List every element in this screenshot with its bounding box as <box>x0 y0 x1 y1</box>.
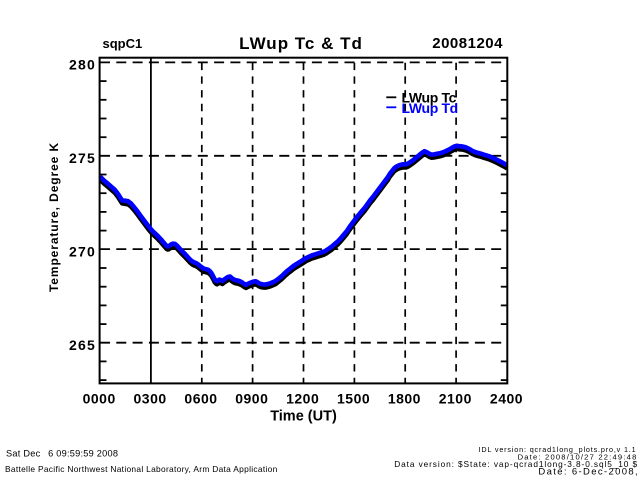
svg-text:Battelle Pacific Northwest Nat: Battelle Pacific Northwest National Labo… <box>5 464 278 474</box>
svg-text:Date: 6-Dec-2008,: Date: 6-Dec-2008, <box>538 466 639 477</box>
svg-text:LWup Tc: LWup Tc <box>402 89 457 105</box>
svg-text:LWup Td: LWup Td <box>402 100 458 116</box>
svg-text:1500: 1500 <box>337 391 370 407</box>
svg-text:280: 280 <box>69 57 96 73</box>
svg-text:Data version: $State: vap-qcra: Data version: $State: vap-qcrad1long-3.8… <box>394 459 638 469</box>
svg-text:270: 270 <box>69 243 96 259</box>
svg-text:Sat Dec 6 09:59:59 2008: Sat Dec 6 09:59:59 2008 <box>6 449 118 459</box>
svg-text:0000: 0000 <box>83 391 116 407</box>
svg-text:IDL version: qcrad1long_plots.: IDL version: qcrad1long_plots.pro,v 1.1 <box>479 445 637 454</box>
svg-text:Date: 2008/10/27 22:49:48: Date: 2008/10/27 22:49:48 <box>518 453 638 462</box>
svg-text:20081204: 20081204 <box>432 35 503 52</box>
svg-text:LWup Tc & Td: LWup Tc & Td <box>239 34 363 53</box>
svg-text:2400: 2400 <box>490 391 523 407</box>
svg-text:sqpC1: sqpC1 <box>103 36 143 51</box>
svg-text:Time (UT): Time (UT) <box>270 408 337 424</box>
svg-text:265: 265 <box>69 337 96 353</box>
svg-text:0900: 0900 <box>235 391 268 407</box>
svg-text:0300: 0300 <box>134 391 167 407</box>
svg-text:0600: 0600 <box>184 391 217 407</box>
svg-text:Temperature, Degree K: Temperature, Degree K <box>47 142 61 292</box>
svg-text:275: 275 <box>69 150 96 166</box>
svg-text:2100: 2100 <box>439 391 472 407</box>
svg-text:1800: 1800 <box>388 391 421 407</box>
svg-text:1200: 1200 <box>286 391 319 407</box>
